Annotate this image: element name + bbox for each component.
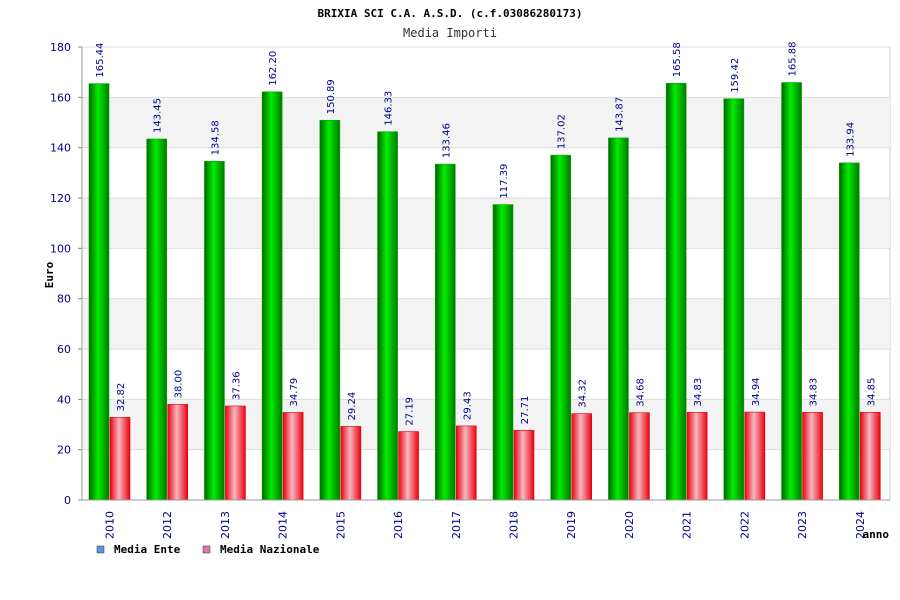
y-tick-label: 40 <box>57 393 71 406</box>
legend-swatch-media-ente <box>96 545 105 554</box>
bar-media-ente <box>550 154 572 501</box>
data-label-media-nazionale: 27.71 <box>520 396 531 425</box>
bars <box>88 82 881 501</box>
x-tick-label: 2010 <box>104 511 117 539</box>
legend: Media Ente Media Nazionale <box>96 543 320 556</box>
x-tick-label: 2021 <box>681 511 694 539</box>
y-tick-label: 140 <box>50 142 71 155</box>
y-tick-label: 120 <box>50 192 71 205</box>
data-label-media-ente: 165.88 <box>788 42 799 77</box>
chart-title: BRIXIA SCI C.A. A.S.D. (c.f.03086280173) <box>318 7 583 20</box>
data-label-media-ente: 162.20 <box>268 51 279 86</box>
x-tick-label: 2013 <box>219 511 232 539</box>
bar-media-nazionale <box>340 426 362 501</box>
data-label-media-ente: 150.89 <box>326 79 337 114</box>
x-tick-label: 2018 <box>508 511 521 539</box>
plot-band <box>83 298 890 349</box>
bar-media-nazionale <box>398 431 419 501</box>
data-label-media-nazionale: 34.83 <box>693 378 704 407</box>
data-label-media-ente: 117.39 <box>499 164 510 199</box>
y-tick-label: 60 <box>57 343 71 356</box>
bar-media-nazionale <box>629 412 650 501</box>
x-axis-label: anno <box>863 528 890 541</box>
bar-media-nazionale <box>455 425 477 501</box>
plot-band <box>83 198 890 249</box>
bar-media-ente <box>608 137 629 501</box>
bar-media-nazionale <box>109 417 131 501</box>
bar-media-nazionale <box>859 411 881 501</box>
plot-band <box>83 97 890 148</box>
data-label-media-ente: 137.02 <box>557 114 568 149</box>
data-label-media-ente: 143.87 <box>614 97 625 132</box>
bar-media-ente <box>261 91 283 501</box>
bar-media-ente <box>204 161 225 501</box>
y-axis-label: Euro <box>43 261 56 288</box>
data-label-media-ente: 143.45 <box>153 98 164 133</box>
y-tick-label: 0 <box>64 494 71 507</box>
plot-area <box>81 46 891 501</box>
x-tick-label: 2017 <box>450 511 463 539</box>
legend-swatch-media-nazionale <box>202 545 211 554</box>
y-tick-label: 20 <box>57 444 71 457</box>
bar-media-nazionale <box>282 412 304 501</box>
data-label-media-ente: 134.58 <box>210 120 221 155</box>
data-label-media-nazionale: 29.24 <box>347 392 358 421</box>
data-label-media-nazionale: 34.68 <box>635 378 646 407</box>
bar-media-nazionale <box>571 413 593 501</box>
bar-media-nazionale <box>686 412 708 501</box>
y-tick-label: 80 <box>57 293 71 306</box>
data-label-media-nazionale: 34.85 <box>866 378 877 407</box>
data-label-media-ente: 165.44 <box>95 43 106 78</box>
bar-media-nazionale <box>225 405 246 501</box>
x-tick-label: 2015 <box>334 511 347 539</box>
x-tick-label: 2022 <box>738 511 751 539</box>
y-axis-ticks: 0 20 40 60 80 100 120 140 160 180 <box>50 41 83 507</box>
bar-media-nazionale <box>513 429 535 501</box>
x-axis-ticks: 2010 2012 2013 2014 2015 2016 2017 2018 2019 2020… <box>82 499 890 539</box>
x-tick-label: 2014 <box>277 511 290 539</box>
data-label-media-nazionale: 34.83 <box>809 378 820 407</box>
legend-label-media-ente: Media Ente <box>114 543 181 556</box>
y-tick-label: 100 <box>50 242 71 255</box>
bar-media-nazionale <box>802 412 823 501</box>
x-tick-label: 2012 <box>161 511 174 539</box>
data-label-media-nazionale: 34.79 <box>289 378 300 407</box>
data-label-media-nazionale: 34.94 <box>751 377 762 406</box>
x-tick-label: 2023 <box>796 511 809 539</box>
y-tick-label: 180 <box>50 41 71 54</box>
bar-media-ente <box>146 138 168 501</box>
bar-media-ente <box>665 82 687 501</box>
bar-media-ente <box>88 83 110 501</box>
legend-label-media-nazionale: Media Nazionale <box>220 543 320 556</box>
bar-media-ente <box>838 162 860 501</box>
data-label-media-ente: 159.42 <box>730 58 741 93</box>
data-label-media-ente: 133.94 <box>845 122 856 157</box>
bar-media-ente <box>377 131 398 501</box>
chart-subtitle: Media Importi <box>403 26 497 40</box>
x-tick-label: 2020 <box>623 511 636 539</box>
bar-media-ente <box>781 82 802 501</box>
x-tick-label: 2019 <box>565 511 578 539</box>
x-tick-label: 2016 <box>392 511 405 539</box>
x-tick-label: 2024 <box>854 511 867 539</box>
data-label-media-ente: 165.58 <box>672 42 683 77</box>
bar-media-ente <box>723 98 745 501</box>
plot-band <box>83 399 890 450</box>
data-labels: 165.44 32.82 143.45 38.00 134.58 37.36 162.20 3… <box>95 42 877 426</box>
data-label-media-nazionale: 38.00 <box>174 370 185 399</box>
data-label-media-nazionale: 32.82 <box>116 383 127 412</box>
y-tick-label: 160 <box>50 91 71 104</box>
bar-media-nazionale <box>744 411 766 501</box>
bar-media-ente <box>319 119 341 501</box>
data-label-media-ente: 133.46 <box>441 123 452 158</box>
bar-media-ente <box>492 204 514 501</box>
bar-media-ente <box>434 163 456 501</box>
bar-media-nazionale <box>167 404 189 501</box>
data-label-media-nazionale: 37.36 <box>231 371 242 400</box>
data-label-media-nazionale: 34.32 <box>578 379 589 408</box>
data-label-media-nazionale: 27.19 <box>405 397 416 426</box>
data-label-media-ente: 146.33 <box>384 91 395 126</box>
data-label-media-nazionale: 29.43 <box>462 391 473 420</box>
